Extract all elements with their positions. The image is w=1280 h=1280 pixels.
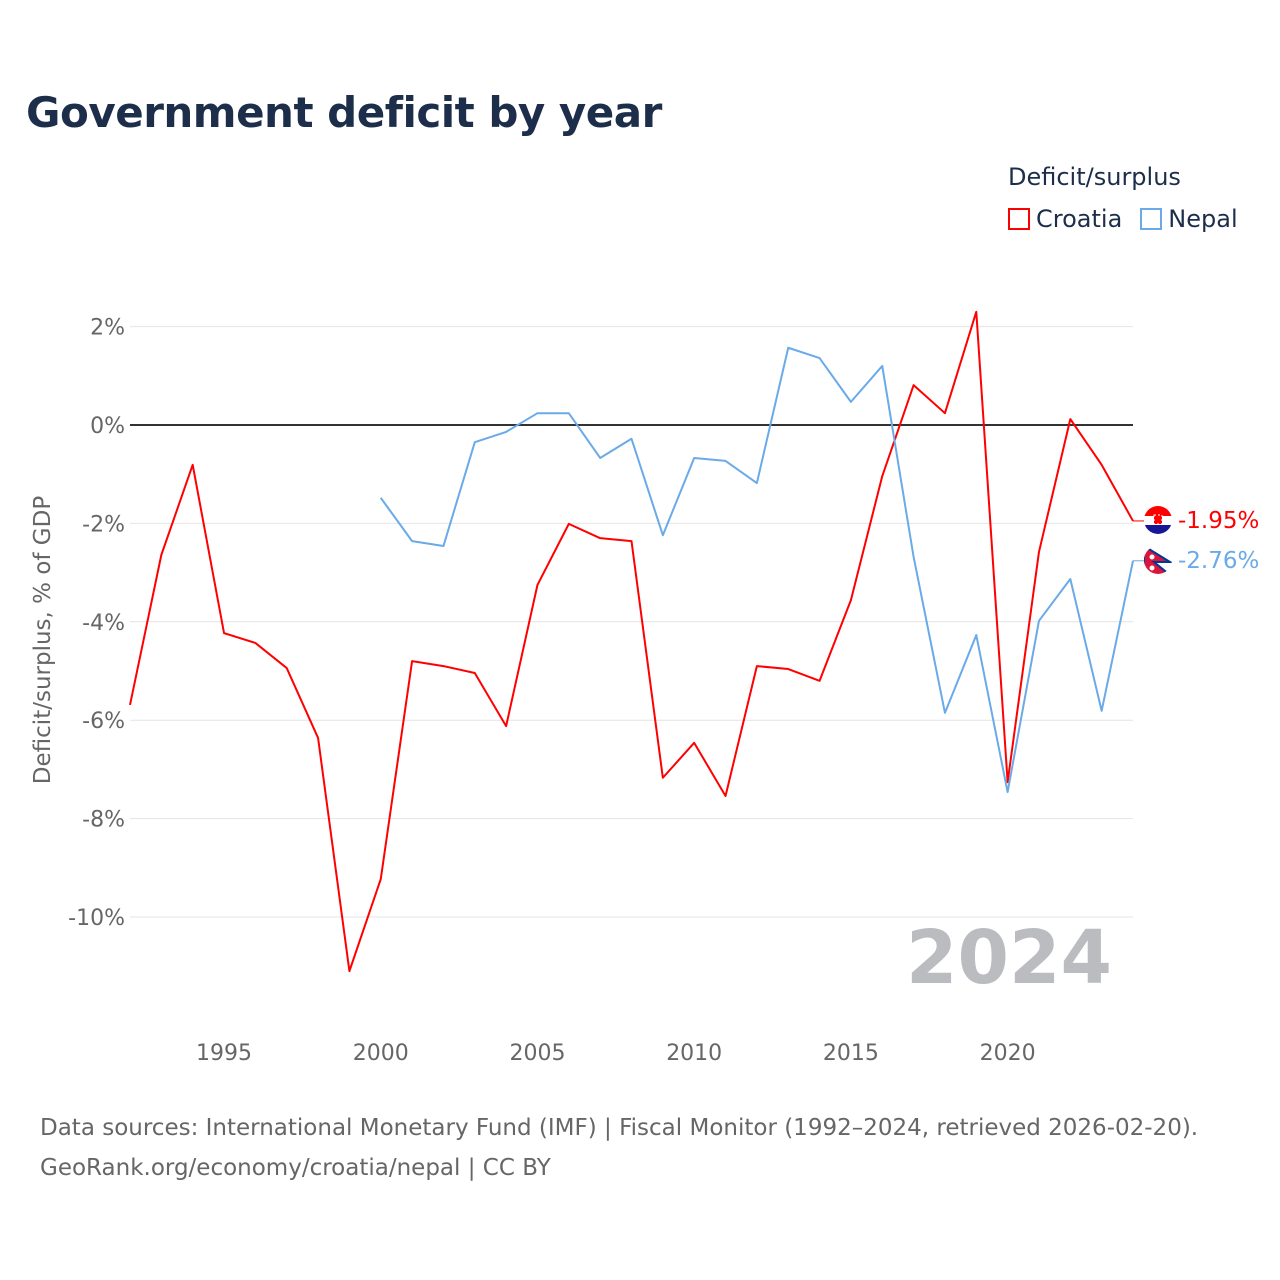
y-axis-label: Deficit/surplus, % of GDP [30,496,56,785]
legend-label: Croatia [1036,205,1123,233]
x-tick-label: 1995 [196,1041,252,1066]
legend-title: Deficit/surplus [1008,163,1181,191]
source-note: Data sources: International Monetary Fun… [40,1108,1198,1188]
nepal-flag-icon [1144,546,1172,574]
chart-title: Government deficit by year [26,88,662,137]
legend-item-nepal[interactable]: Nepal [1140,205,1238,233]
y-tick-label: 0% [90,414,125,439]
x-tick-label: 2000 [353,1041,409,1066]
y-tick-label: -10% [68,906,125,931]
y-tick-label: -8% [82,808,125,833]
croatia-flag-icon [1144,506,1172,534]
legend-swatch-croatia [1008,208,1030,230]
x-tick-label: 2015 [823,1041,879,1066]
source-line: Data sources: International Monetary Fun… [40,1115,1199,1141]
x-tick-label: 2010 [666,1041,722,1066]
end-label-croatia: -1.95% [1178,508,1259,534]
legend-item-croatia[interactable]: Croatia [1008,205,1122,233]
series-line-nepal [379,346,1134,794]
y-tick-label: -6% [82,709,125,734]
x-tick-label: 2005 [509,1041,565,1066]
legend-label: Nepal [1168,205,1238,233]
y-tick-label: -2% [82,512,125,537]
attribution-link[interactable]: GeoRank.org/economy/croatia/nepal | CC B… [40,1155,551,1181]
series-line-croatia [129,310,1134,973]
end-label-nepal: -2.76% [1178,548,1259,574]
y-tick-label: 2% [90,316,125,341]
legend-swatch-nepal [1140,208,1163,230]
legend: Croatia Nepal [1008,205,1238,233]
x-tick-label: 2020 [980,1041,1036,1066]
y-tick-label: -4% [82,611,125,636]
year-watermark: 2024 [906,915,1112,1001]
